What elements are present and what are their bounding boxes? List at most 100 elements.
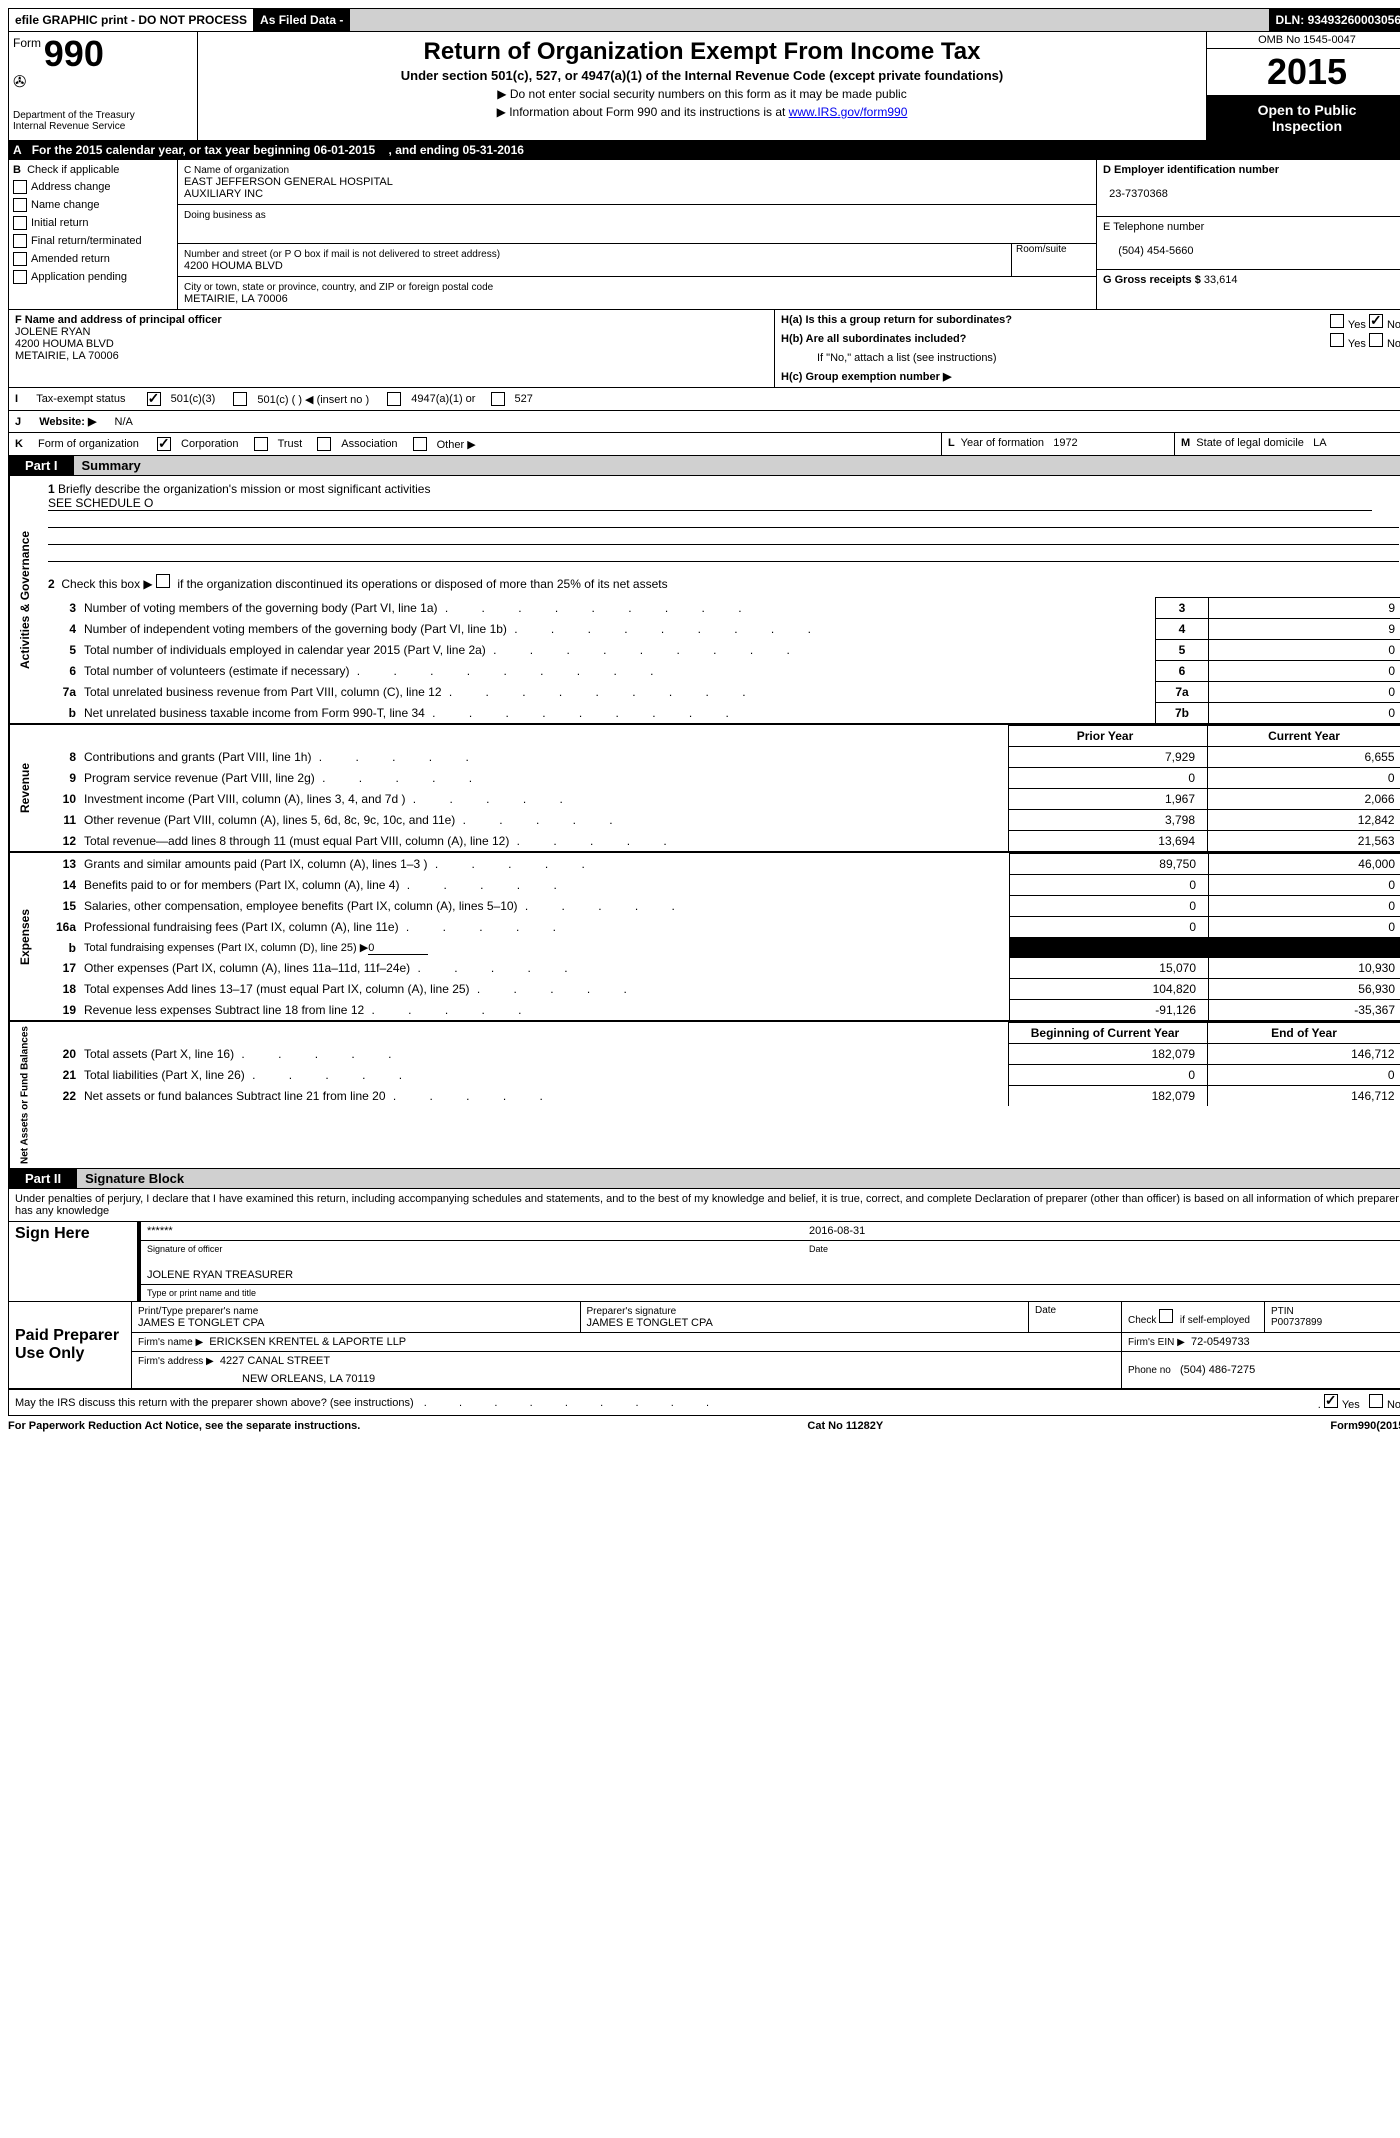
discontinued-checkbox[interactable] — [156, 574, 170, 588]
hb-note: If "No," attach a list (see instructions… — [781, 352, 1400, 364]
check-application-pending[interactable]: Application pending — [13, 270, 173, 284]
check-final-return[interactable]: Final return/terminated — [13, 234, 173, 248]
line-num: b — [40, 703, 78, 724]
prior-year-value: 182,079 — [1009, 1044, 1208, 1065]
header-right: OMB No 1545-0047 2015 Open to Public Ins… — [1206, 32, 1400, 140]
current-year-value: 10,930 — [1209, 958, 1400, 979]
city-block: City or town, state or province, country… — [178, 277, 1096, 309]
governance-vert-label: Activities & Governance — [9, 476, 40, 723]
table-row: 14Benefits paid to or for members (Part … — [40, 875, 1400, 896]
501c-checkbox[interactable] — [233, 392, 247, 406]
no-label: No — [1387, 1399, 1400, 1411]
form-number: 990 — [44, 33, 104, 74]
top-bar: efile GRAPHIC print - DO NOT PROCESS As … — [8, 8, 1400, 32]
line-num: 12 — [40, 831, 78, 852]
table-row: 3Number of voting members of the governi… — [40, 598, 1400, 619]
table-row: 15Salaries, other compensation, employee… — [40, 896, 1400, 917]
firm-addr-2: NEW ORLEANS, LA 70119 — [132, 1370, 1122, 1389]
row-i-label: I — [15, 393, 18, 405]
4947-checkbox[interactable] — [387, 392, 401, 406]
form-subtitle: Under section 501(c), 527, or 4947(a)(1)… — [206, 68, 1198, 83]
line-ref: 7b — [1156, 703, 1209, 724]
line-num: 13 — [40, 854, 78, 875]
prior-year-value: 0 — [1010, 917, 1209, 938]
row-a-label: A — [13, 143, 22, 157]
line-ref: 7a — [1156, 682, 1209, 703]
line-num: 10 — [40, 789, 78, 810]
prior-year-value: 0 — [1009, 1065, 1208, 1086]
room-label: Room/suite — [1012, 244, 1096, 276]
line-num: 22 — [40, 1086, 78, 1107]
firm-ein-value: 72-0549733 — [1191, 1336, 1250, 1348]
expenses-vert-label: Expenses — [9, 853, 40, 1020]
ha-no-checkbox[interactable] — [1369, 314, 1383, 328]
form-word: Form — [13, 36, 41, 50]
assoc-checkbox[interactable] — [317, 437, 331, 451]
firm-phone-value: (504) 486-7275 — [1180, 1364, 1255, 1376]
current-year-value: 12,842 — [1208, 810, 1400, 831]
current-year-value: -35,367 — [1209, 1000, 1400, 1021]
current-year-value: 21,563 — [1208, 831, 1400, 852]
footer-right: Form990(2015) — [1330, 1420, 1400, 1432]
year-formation-label: Year of formation — [961, 437, 1044, 449]
527-checkbox[interactable] — [491, 392, 505, 406]
check-initial-return[interactable]: Initial return — [13, 216, 173, 230]
line-label: Total expenses Add lines 13–17 (must equ… — [78, 979, 1010, 1000]
line-ref: 4 — [1156, 619, 1209, 640]
line-num: 15 — [40, 896, 78, 917]
prior-year-value: 1,967 — [1009, 789, 1208, 810]
line-label: Total unrelated business revenue from Pa… — [78, 682, 1156, 703]
hb-no-checkbox[interactable] — [1369, 333, 1383, 347]
line-label: Total liabilities (Part X, line 26) — [78, 1065, 1009, 1086]
col-c: C Name of organization EAST JEFFERSON GE… — [178, 160, 1096, 309]
check-name-change[interactable]: Name change — [13, 198, 173, 212]
table-row: bTotal fundraising expenses (Part IX, co… — [40, 938, 1400, 958]
discuss-no-checkbox[interactable] — [1369, 1394, 1383, 1408]
ha-label: H(a) Is this a group return for subordin… — [781, 314, 1012, 326]
row-a-text-2: , and ending 05-31-2016 — [389, 143, 524, 157]
line-ref: 6 — [1156, 661, 1209, 682]
irs-label: Internal Revenue Service — [13, 121, 193, 132]
line-num: 5 — [40, 640, 78, 661]
current-year-value: 0 — [1208, 768, 1400, 789]
row-a: A For the 2015 calendar year, or tax yea… — [8, 141, 1400, 160]
self-employed-checkbox[interactable] — [1159, 1309, 1173, 1323]
part-i-title: Summary — [74, 456, 1400, 475]
row-i: I Tax-exempt status 501(c)(3) 501(c) ( )… — [8, 388, 1400, 411]
sig-officer-label: Signature of officer — [139, 1241, 803, 1258]
section-fh: F Name and address of principal officer … — [8, 310, 1400, 388]
line-label: Contributions and grants (Part VIII, lin… — [78, 747, 1009, 768]
discuss-yes-checkbox[interactable] — [1324, 1394, 1338, 1408]
row-k-label: K — [15, 438, 23, 450]
col-b-label: B — [13, 164, 21, 176]
prior-year-value: 89,750 — [1010, 854, 1209, 875]
hb-yes-checkbox[interactable] — [1330, 333, 1344, 347]
dept-label: Department of the Treasury — [13, 110, 193, 121]
table-row: 10Investment income (Part VIII, column (… — [40, 789, 1400, 810]
line-num: 11 — [40, 810, 78, 831]
line-label: Investment income (Part VIII, column (A)… — [78, 789, 1009, 810]
corp-checkbox[interactable] — [157, 437, 171, 451]
revenue-section: Revenue Prior YearCurrent Year8Contribut… — [8, 724, 1400, 852]
org-name-label: C Name of organization — [184, 165, 289, 176]
501c3-checkbox[interactable] — [147, 392, 161, 406]
opt-label: 527 — [515, 393, 533, 405]
firm-phone-label: Phone no — [1128, 1365, 1171, 1376]
dln-cell: DLN: 93493260003056 — [1270, 9, 1400, 31]
check-address-change[interactable]: Address change — [13, 180, 173, 194]
table-row: 18Total expenses Add lines 13–17 (must e… — [40, 979, 1400, 1000]
irs-link[interactable]: www.IRS.gov/form990 — [789, 105, 908, 119]
trust-checkbox[interactable] — [254, 437, 268, 451]
phone-label: E Telephone number — [1103, 221, 1204, 233]
line-label: Professional fundraising fees (Part IX, … — [78, 917, 1010, 938]
current-year-value: 2,066 — [1208, 789, 1400, 810]
ha-yes-checkbox[interactable] — [1330, 314, 1344, 328]
prep-date-label: Date — [1029, 1302, 1122, 1333]
check-amended-return[interactable]: Amended return — [13, 252, 173, 266]
form-title: Return of Organization Exempt From Incom… — [206, 38, 1198, 66]
current-year-value: 0 — [1209, 917, 1400, 938]
line-num: 9 — [40, 768, 78, 789]
other-checkbox[interactable] — [413, 437, 427, 451]
line-label: Number of voting members of the governin… — [78, 598, 1156, 619]
table-header-row: Beginning of Current YearEnd of Year — [40, 1023, 1400, 1044]
